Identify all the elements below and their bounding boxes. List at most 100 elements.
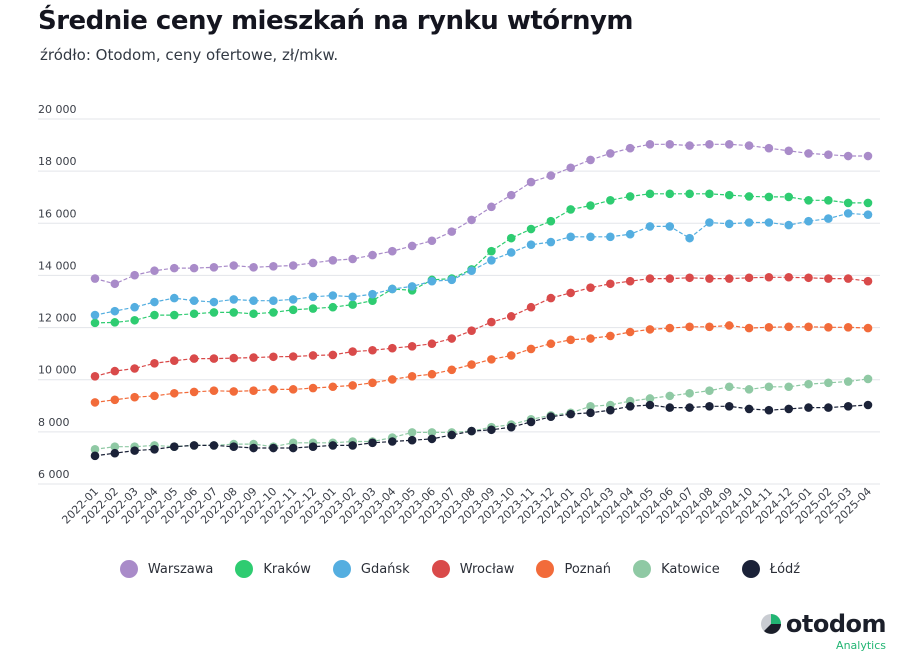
data-point xyxy=(348,347,357,356)
data-point xyxy=(209,297,219,307)
data-point xyxy=(566,205,575,214)
data-point xyxy=(368,378,377,388)
data-point xyxy=(388,343,397,353)
data-point xyxy=(744,404,754,414)
data-point xyxy=(665,391,675,401)
data-point xyxy=(130,446,139,455)
data-point xyxy=(130,315,139,325)
data-point xyxy=(288,443,298,453)
data-point xyxy=(328,291,338,300)
data-point xyxy=(606,331,615,341)
data-point xyxy=(804,379,813,389)
data-point xyxy=(506,422,516,432)
data-point xyxy=(506,190,516,200)
legend-swatch xyxy=(235,560,254,578)
grid-lines xyxy=(38,118,880,485)
data-point xyxy=(150,391,159,401)
data-point xyxy=(645,222,655,231)
data-point xyxy=(546,216,556,226)
data-point xyxy=(724,382,734,392)
data-point xyxy=(328,350,338,360)
data-point xyxy=(685,273,694,283)
data-point xyxy=(249,443,258,453)
series-line xyxy=(94,404,869,457)
legend-item: Warszawa xyxy=(119,560,213,578)
data-point xyxy=(269,352,278,362)
data-point xyxy=(764,323,774,332)
data-point xyxy=(526,224,536,234)
data-point xyxy=(328,302,338,312)
data-point xyxy=(447,365,457,375)
data-point xyxy=(110,442,120,452)
data-point xyxy=(606,405,615,415)
series-gdańsk xyxy=(90,209,873,320)
data-point xyxy=(427,428,437,437)
data-point xyxy=(407,241,417,251)
data-point xyxy=(526,302,536,312)
data-point xyxy=(863,400,873,410)
data-point xyxy=(348,292,357,302)
data-point xyxy=(863,210,873,219)
data-point xyxy=(685,141,694,150)
data-point xyxy=(189,296,199,306)
data-point xyxy=(467,360,476,369)
legend-swatch xyxy=(536,560,555,578)
data-point xyxy=(427,339,437,349)
data-point xyxy=(487,256,496,265)
data-point xyxy=(150,310,159,320)
data-point xyxy=(705,139,714,149)
data-point xyxy=(843,323,853,332)
legend-item: Wrocław xyxy=(431,560,514,578)
data-point xyxy=(150,445,159,454)
data-point xyxy=(388,246,397,256)
data-point xyxy=(407,435,417,445)
series-warszawa xyxy=(90,139,873,289)
data-point xyxy=(447,430,457,440)
data-point xyxy=(665,274,675,283)
chart-legend: Warszawa Kraków Gdańsk Wrocław Poznań Katowic… xyxy=(0,560,920,578)
data-point xyxy=(407,282,417,291)
data-point xyxy=(863,151,873,161)
series-line xyxy=(94,143,868,285)
data-point xyxy=(150,297,159,307)
legend-swatch xyxy=(633,560,652,578)
data-point xyxy=(169,310,179,320)
data-point xyxy=(348,300,357,309)
data-point xyxy=(269,308,278,317)
data-point xyxy=(606,196,615,205)
data-point xyxy=(685,189,694,199)
data-point xyxy=(566,335,575,345)
data-point xyxy=(328,382,338,392)
data-point xyxy=(843,198,853,208)
data-point xyxy=(804,216,813,226)
data-point xyxy=(288,352,298,361)
data-point xyxy=(229,353,239,363)
data-point xyxy=(724,139,734,149)
data-point xyxy=(843,274,853,283)
data-point xyxy=(724,190,734,200)
data-point xyxy=(784,382,794,392)
data-point xyxy=(249,353,258,362)
data-point xyxy=(705,274,714,283)
series-line xyxy=(94,193,868,324)
data-point xyxy=(566,232,575,242)
series-kraków xyxy=(90,189,873,328)
data-point xyxy=(308,292,318,302)
data-point xyxy=(288,305,298,315)
legend-item: Gdańsk xyxy=(332,560,410,578)
y-axis-labels: 6 000 8 000 10 000 12 000 14 000 16 000 18 000… xyxy=(38,103,77,481)
y-tick-label: 8 000 xyxy=(38,416,70,429)
data-point xyxy=(308,383,318,393)
data-point xyxy=(328,256,338,265)
data-point xyxy=(90,451,100,461)
data-point xyxy=(269,443,278,453)
data-point xyxy=(645,189,655,199)
data-point xyxy=(407,428,417,437)
chart-subtitle: źródło: Otodom, ceny ofertowe, zł/mkw. xyxy=(40,46,339,64)
data-point xyxy=(150,266,159,276)
data-point xyxy=(467,326,476,335)
data-point xyxy=(784,322,794,332)
data-point xyxy=(804,149,813,158)
data-point xyxy=(764,405,774,415)
data-point xyxy=(130,270,139,280)
